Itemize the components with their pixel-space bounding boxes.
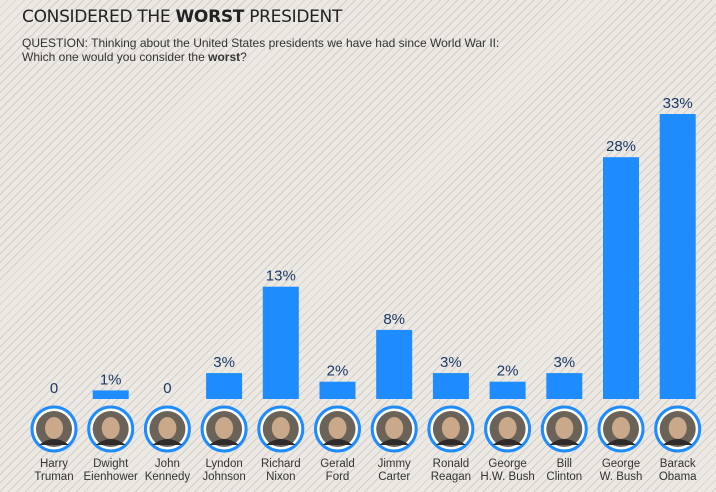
- category-label: Reagan: [431, 471, 471, 483]
- category-label: Barack: [660, 458, 696, 470]
- question-emphasis: worst: [208, 50, 241, 64]
- category-label: Richard: [261, 458, 301, 470]
- value-label: 3%: [553, 354, 575, 371]
- category-label: Carter: [378, 471, 410, 483]
- value-label: 0: [50, 380, 58, 397]
- category-label: Obama: [659, 471, 697, 483]
- president-portrait-icon: [200, 405, 248, 453]
- value-label: 13%: [266, 268, 296, 285]
- bar: [489, 381, 526, 399]
- category-label: H.W. Bush: [480, 471, 534, 483]
- president-portrait-icon: [314, 405, 361, 453]
- category-label: Harry: [40, 458, 68, 470]
- value-label: 3%: [213, 354, 235, 371]
- category-label: George: [488, 458, 526, 470]
- value-label: 1%: [100, 371, 122, 388]
- title-emphasis: WORST: [175, 7, 245, 27]
- category-label: Lyndon: [205, 458, 242, 470]
- question-line-2-text: Which one would you consider the: [22, 50, 209, 64]
- president-portrait-icon: [87, 405, 135, 453]
- president-portrait-icon: [427, 405, 475, 453]
- question-line-2-end: ?: [240, 50, 247, 64]
- value-label: 2%: [327, 363, 349, 380]
- bar: [206, 373, 243, 399]
- category-label: Dwight: [93, 458, 129, 470]
- value-label: 2%: [497, 363, 519, 380]
- category-label: Bill: [557, 458, 572, 470]
- category-label: Truman: [34, 471, 73, 483]
- title-suffix: PRESIDENT: [244, 7, 343, 27]
- value-label: 0: [163, 380, 171, 397]
- value-label: 8%: [383, 311, 405, 328]
- category-label: John: [155, 458, 180, 470]
- category-label: Ford: [326, 471, 350, 483]
- president-portrait-icon: [257, 405, 305, 453]
- value-label: 33%: [663, 95, 693, 112]
- category-label: Jimmy: [378, 458, 411, 470]
- president-portrait-icon: [484, 405, 532, 453]
- bar: [376, 329, 413, 399]
- value-label: 28%: [606, 138, 636, 155]
- president-portrait-icon: [654, 405, 702, 453]
- bar: [262, 286, 299, 399]
- category-label: Clinton: [546, 471, 582, 483]
- category-label: Gerald: [320, 458, 355, 470]
- president-portrait-icon: [370, 405, 418, 453]
- bar: [92, 390, 129, 399]
- title-prefix: CONSIDERED THE: [22, 7, 176, 27]
- bar: [319, 381, 356, 399]
- question-line-2: Which one would you consider the worst?: [22, 50, 622, 64]
- category-label: Kennedy: [145, 471, 191, 483]
- chart-title: CONSIDERED THE WORST PRESIDENT: [22, 7, 342, 27]
- president-portrait-icon: [30, 405, 78, 453]
- bar: [659, 114, 696, 399]
- category-label: Johnson: [202, 471, 245, 483]
- category-label: Eienhower: [84, 471, 139, 483]
- bar: [432, 373, 469, 399]
- value-label: 3%: [440, 354, 462, 371]
- category-label: W. Bush: [600, 471, 643, 483]
- bar: [546, 373, 583, 399]
- category-label: George: [602, 458, 640, 470]
- president-portrait-icon: [143, 405, 191, 453]
- president-portrait-icon: [540, 405, 588, 453]
- bar: [603, 157, 639, 399]
- category-label: Nixon: [266, 471, 295, 483]
- question-text: QUESTION: Thinking about the United Stat…: [22, 36, 622, 64]
- president-portrait-icon: [597, 405, 645, 453]
- category-label: Ronald: [433, 458, 469, 470]
- question-line-1: QUESTION: Thinking about the United Stat…: [22, 36, 500, 50]
